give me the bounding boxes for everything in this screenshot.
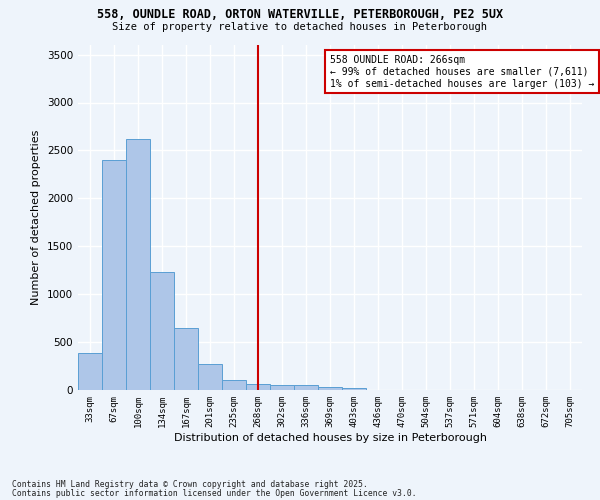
Bar bbox=[78, 352, 102, 390]
Bar bbox=[318, 387, 342, 390]
Y-axis label: Number of detached properties: Number of detached properties bbox=[31, 130, 41, 305]
Text: Contains public sector information licensed under the Open Government Licence v3: Contains public sector information licen… bbox=[12, 488, 416, 498]
Text: Size of property relative to detached houses in Peterborough: Size of property relative to detached ho… bbox=[113, 22, 487, 32]
X-axis label: Distribution of detached houses by size in Peterborough: Distribution of detached houses by size … bbox=[173, 432, 487, 442]
Text: Contains HM Land Registry data © Crown copyright and database right 2025.: Contains HM Land Registry data © Crown c… bbox=[12, 480, 368, 489]
Bar bbox=[342, 388, 366, 390]
Bar bbox=[222, 380, 246, 390]
Bar bbox=[102, 160, 126, 390]
Text: 558, OUNDLE ROAD, ORTON WATERVILLE, PETERBOROUGH, PE2 5UX: 558, OUNDLE ROAD, ORTON WATERVILLE, PETE… bbox=[97, 8, 503, 20]
Bar bbox=[294, 385, 318, 390]
Bar bbox=[246, 384, 270, 390]
Bar bbox=[174, 328, 198, 390]
Bar bbox=[270, 384, 294, 390]
Bar bbox=[198, 364, 222, 390]
Bar bbox=[150, 272, 174, 390]
Text: 558 OUNDLE ROAD: 266sqm
← 99% of detached houses are smaller (7,611)
1% of semi-: 558 OUNDLE ROAD: 266sqm ← 99% of detache… bbox=[330, 56, 595, 88]
Bar bbox=[126, 139, 150, 390]
